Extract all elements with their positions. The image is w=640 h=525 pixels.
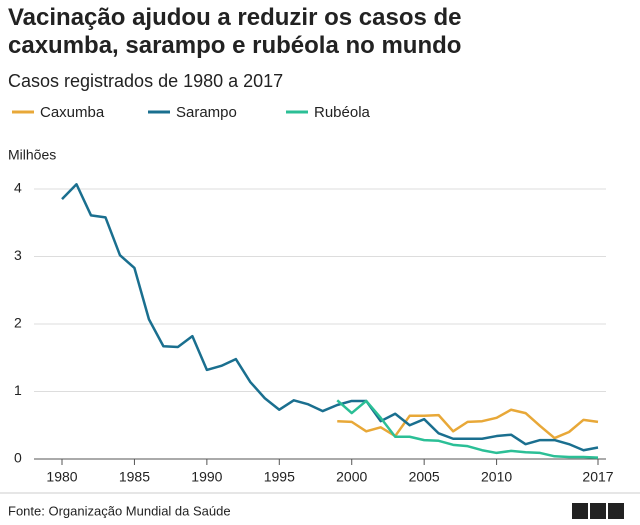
y-tick-label: 4 — [14, 180, 22, 196]
x-tick-label: 1990 — [191, 469, 222, 485]
legend-label: Rubéola — [314, 104, 371, 121]
logo-letter: B — [576, 504, 585, 518]
y-tick-label: 1 — [14, 382, 22, 398]
logo-box — [608, 503, 624, 519]
x-tick-label: 1985 — [119, 469, 150, 485]
logo-letter: B — [594, 504, 603, 518]
y-axis-label: Milhões — [8, 147, 56, 163]
source: Fonte: Organização Mundial da Saúde — [8, 503, 231, 518]
series-line — [336, 399, 599, 459]
legend-label: Caxumba — [40, 104, 105, 121]
series-line — [337, 408, 599, 440]
chart-subtitle: Casos registrados de 1980 a 2017 — [8, 71, 283, 91]
x-tick-label: 2017 — [582, 469, 613, 485]
chart-title: Vacinação ajudou a reduzir os casos de c… — [8, 4, 462, 59]
logo-letter: C — [612, 504, 621, 518]
series-line — [61, 183, 599, 452]
y-tick-label: 3 — [14, 247, 22, 263]
logo-box — [590, 503, 606, 519]
logo-box — [572, 503, 588, 519]
x-tick-label: 1980 — [46, 469, 77, 485]
x-tick-label: 2010 — [481, 469, 512, 485]
x-tick-label: 2005 — [409, 469, 440, 485]
x-tick-label: 2000 — [336, 469, 367, 485]
legend-label: Sarampo — [176, 104, 237, 121]
y-tick-label: 0 — [14, 450, 22, 466]
x-tick-label: 1995 — [264, 469, 295, 485]
y-tick-label: 2 — [14, 315, 22, 331]
